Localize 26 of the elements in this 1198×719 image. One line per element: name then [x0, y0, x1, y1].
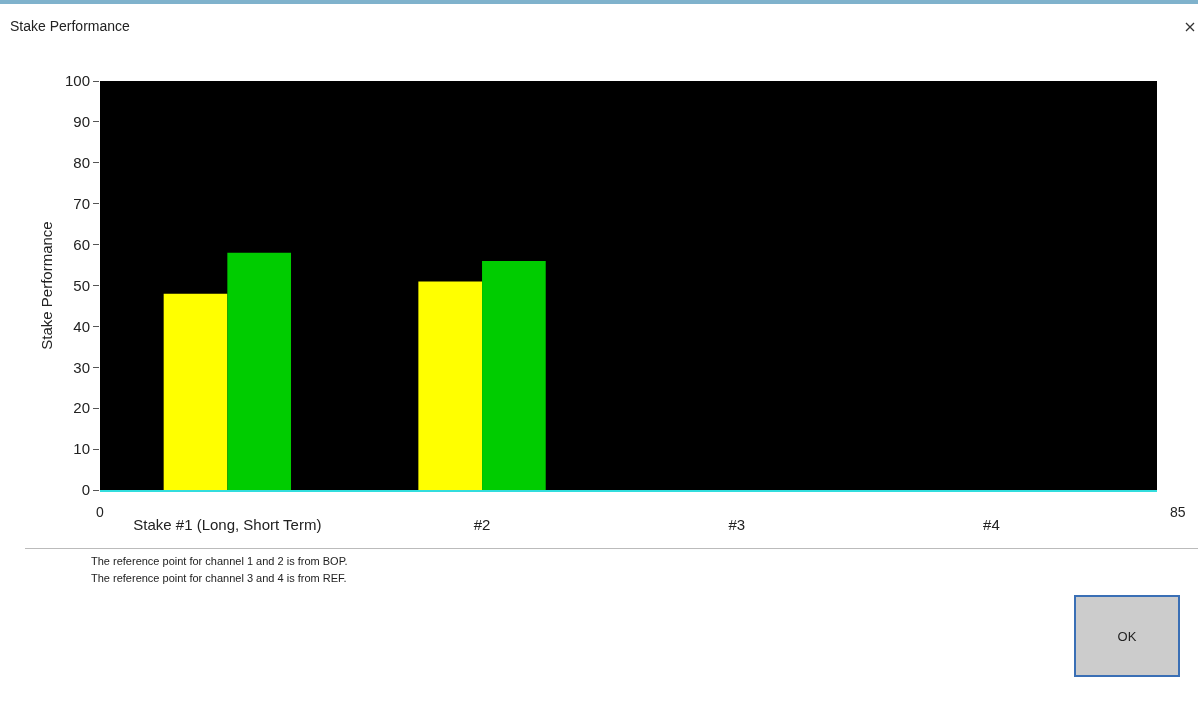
text: The reference point for channel 1 and 2 is from BOP. — [91, 555, 348, 567]
text: 85 — [1170, 504, 1186, 520]
y-tick-label: 60 — [73, 235, 90, 253]
bar — [482, 260, 546, 490]
y-tick-label: 20 — [73, 399, 90, 417]
bar — [227, 252, 292, 490]
x-tick-label: #4 — [983, 516, 1000, 533]
y-tick-label: 70 — [73, 194, 90, 212]
ok-button: OK — [1074, 595, 1180, 677]
y-tick-label: 0 — [81, 481, 90, 499]
y-tick-label: 100 — [64, 72, 90, 90]
text: The reference point for channel 3 and 4 is from REF. — [91, 572, 347, 584]
x-tick-label: #3 — [728, 516, 746, 533]
y-axis-title: Stake Performance — [38, 221, 56, 350]
y-tick-label: 10 — [73, 440, 90, 458]
y-tick-label: 80 — [73, 154, 90, 172]
x-tick-label: Stake #1 (Long, Short Term) — [133, 516, 322, 533]
bar — [163, 293, 228, 490]
y-tick-label: 90 — [73, 113, 90, 131]
text: 0 — [96, 504, 104, 520]
chart-title: Stake Performance — [10, 18, 130, 34]
y-tick-label: 30 — [73, 358, 90, 376]
y-tick-label: 50 — [73, 276, 90, 294]
bar — [418, 281, 483, 490]
y-tick-label: 40 — [73, 317, 90, 335]
x-tick-label: #2 — [473, 516, 491, 533]
